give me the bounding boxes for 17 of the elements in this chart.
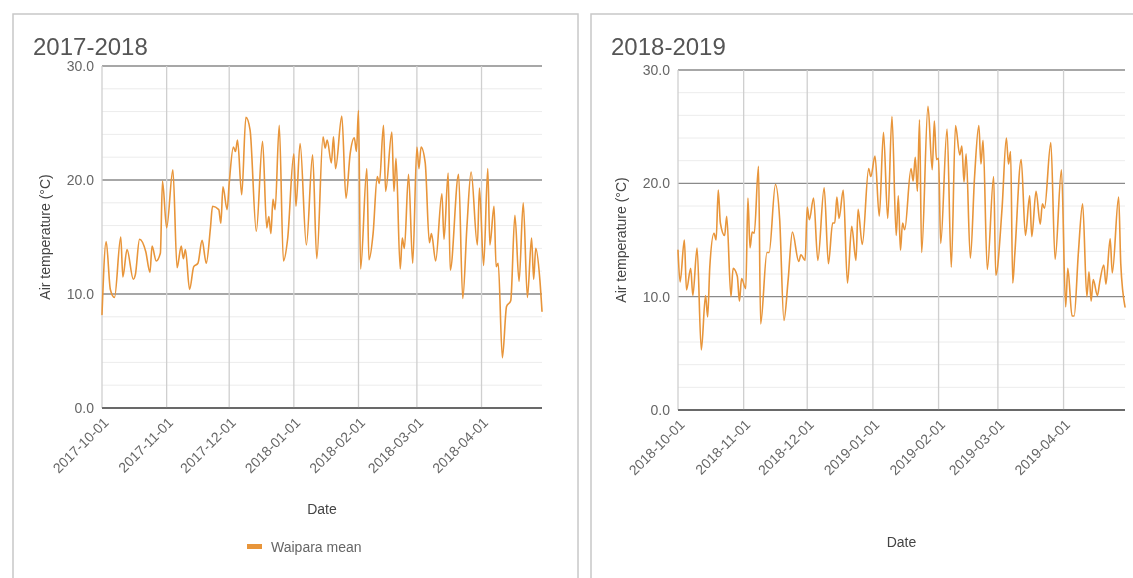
chart-title: 2018-2019 — [611, 33, 726, 60]
y-tick-label: 10.0 — [642, 288, 671, 305]
y-tick-label: 0.0 — [650, 401, 671, 418]
y-axis-title: Air temperature (°C) — [613, 177, 629, 303]
x-axis-title: Date — [886, 534, 917, 550]
chart-title: 2017-2018 — [33, 33, 148, 60]
x-axis-title: Date — [307, 501, 337, 517]
y-tick-label: 20.0 — [642, 175, 671, 192]
y-tick-label: 0.0 — [74, 399, 95, 416]
line-series — [101, 109, 543, 359]
line-series — [677, 105, 1126, 351]
y-axis-title: Air temperature (°C) — [37, 174, 53, 300]
legend-label: Waipara mean — [271, 538, 362, 555]
y-tick-label: 30.0 — [66, 57, 95, 74]
y-tick-label: 30.0 — [642, 61, 671, 78]
y-tick-label: 20.0 — [66, 171, 95, 188]
y-tick-label: 10.0 — [66, 285, 95, 302]
